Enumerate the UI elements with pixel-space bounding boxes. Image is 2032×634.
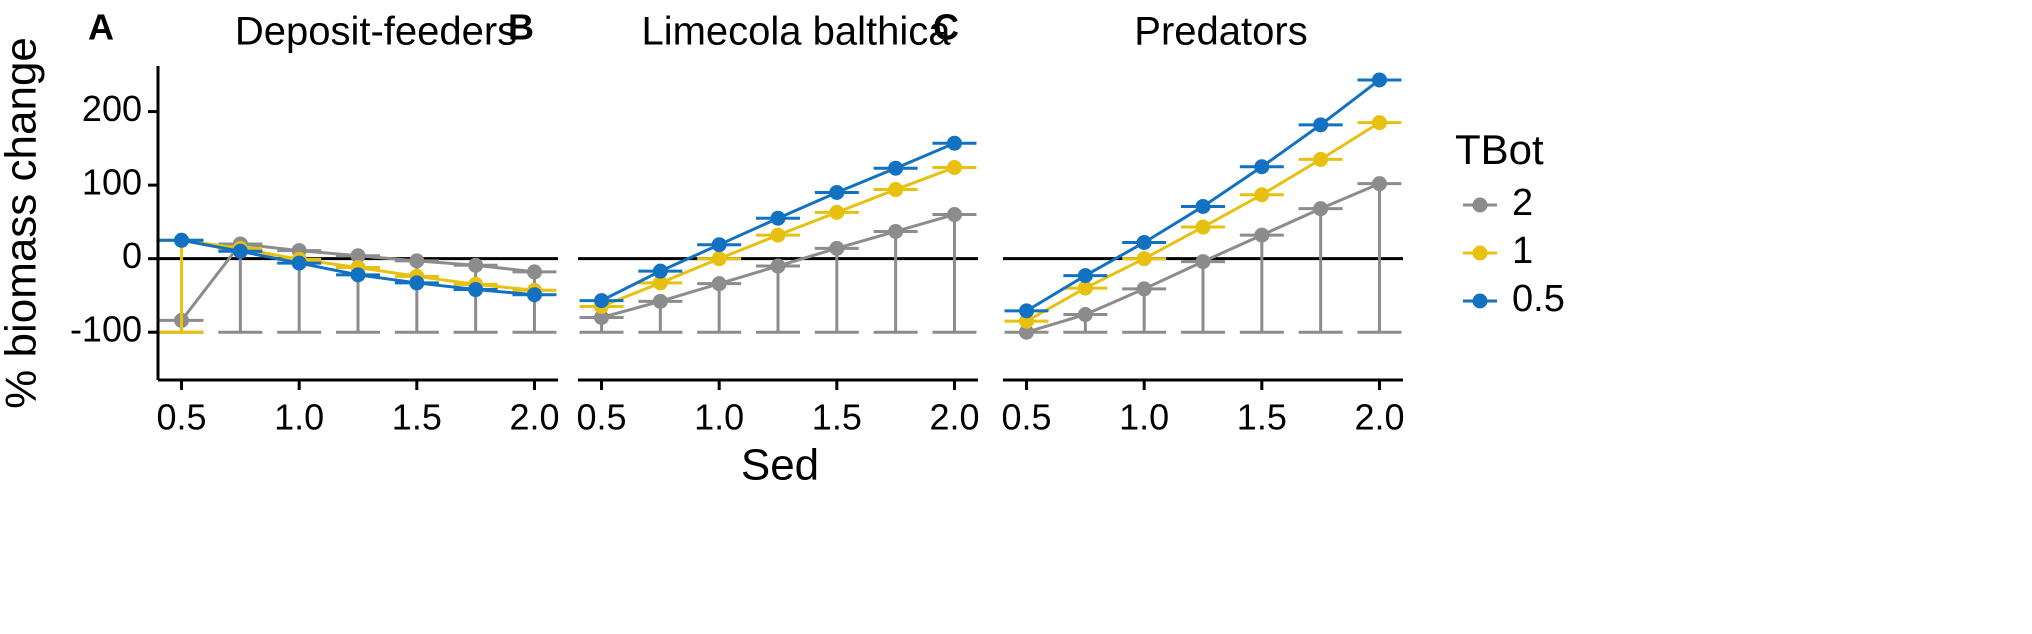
data-point [1019,313,1035,329]
legend-entry-2: 2 [1463,182,1533,224]
data-point [174,232,190,248]
data-point [652,263,668,279]
panel-letter: C [933,7,959,48]
legend-label: 0.5 [1512,278,1565,320]
data-point [1371,72,1387,88]
data-point [946,207,962,223]
data-point [652,275,668,291]
legend-entry-1: 1 [1463,230,1533,272]
x-tick-label: 0.5 [157,397,207,438]
data-point [1313,201,1329,217]
series-1 [1004,115,1402,329]
x-tick-label: 2.0 [929,397,979,438]
data-point [946,159,962,175]
y-tick-label: 200 [82,88,142,129]
y-axis-title: % biomass change [0,37,46,409]
data-point [1019,324,1035,340]
panel-letter: A [88,7,114,48]
data-point [1195,254,1211,270]
x-tick-label: 1.5 [392,397,442,438]
data-point [888,160,904,176]
data-point [1077,280,1093,296]
legend-key-point [1472,197,1488,213]
x-tick-label: 0.5 [1002,397,1052,438]
legend-key-point [1472,245,1488,261]
data-point [350,267,366,283]
x-axis-title: Sed [741,441,819,490]
data-point [1254,187,1270,203]
data-point [1136,251,1152,267]
data-point [770,210,786,226]
x-tick-label: 1.0 [274,397,324,438]
data-point [770,227,786,243]
legend: TBot 2 1 0.5 [1455,126,1565,320]
data-point [770,258,786,274]
x-tick-label: 1.0 [694,397,744,438]
panel-title: Deposit-feeders [235,10,517,54]
panel-letter: B [508,7,534,48]
panel-c: C Predators 0.5 1.0 1.5 2.0 [933,7,1404,438]
series-2 [579,207,977,334]
data-point [1371,176,1387,192]
data-point [829,204,845,220]
data-point [1254,227,1270,243]
data-point [1254,159,1270,175]
x-tick-label: 2.0 [509,397,559,438]
data-point [409,275,425,291]
data-point [1313,117,1329,133]
data-point [1195,198,1211,214]
legend-title: TBot [1455,126,1544,173]
legend-label: 1 [1512,230,1533,272]
data-point [946,135,962,151]
data-point [829,184,845,200]
data-point [652,293,668,309]
legend-key-point [1472,293,1488,309]
data-point [594,293,610,309]
data-point [1077,307,1093,323]
series-0-5 [579,135,977,309]
x-tick-label: 0.5 [577,397,627,438]
data-point [888,223,904,239]
data-point [888,182,904,198]
legend-label: 2 [1512,182,1533,224]
data-point [1195,219,1211,235]
y-tick-label: 0 [122,235,142,276]
panel-a: A Deposit-feeders 0.5 1.0 1.5 2.0 -100 0 100 200 [70,7,560,438]
data-point [409,253,425,269]
data-point [1313,151,1329,167]
data-point [1019,303,1035,319]
x-tick-label: 1.5 [1237,397,1287,438]
data-point [1136,234,1152,250]
data-point [468,282,484,298]
data-point [232,243,248,259]
data-point [711,251,727,267]
x-tick-label: 1.0 [1119,397,1169,438]
data-point [1136,281,1152,297]
data-point [1077,268,1093,284]
panel-b: B Limecola balthica 0.5 1.0 1.5 2.0 [508,7,979,438]
y-tick-label: -100 [70,309,142,350]
legend-entry-0-5: 0.5 [1463,278,1565,320]
data-point [829,240,845,256]
x-tick-label: 2.0 [1354,397,1404,438]
series-0-5 [1004,72,1402,319]
panel-title: Predators [1134,10,1307,54]
data-point [1371,115,1387,131]
data-point [350,248,366,264]
data-point [526,264,542,280]
data-point [711,276,727,292]
panel-title: Limecola balthica [641,10,951,54]
data-point [711,237,727,253]
data-point [594,309,610,325]
data-point [468,257,484,273]
x-tick-label: 1.5 [812,397,862,438]
data-point [526,287,542,303]
series-2 [1004,176,1402,340]
series-1 [579,159,977,314]
series-0-5 [159,232,557,303]
y-tick-label: 100 [82,162,142,203]
data-point [291,255,307,271]
